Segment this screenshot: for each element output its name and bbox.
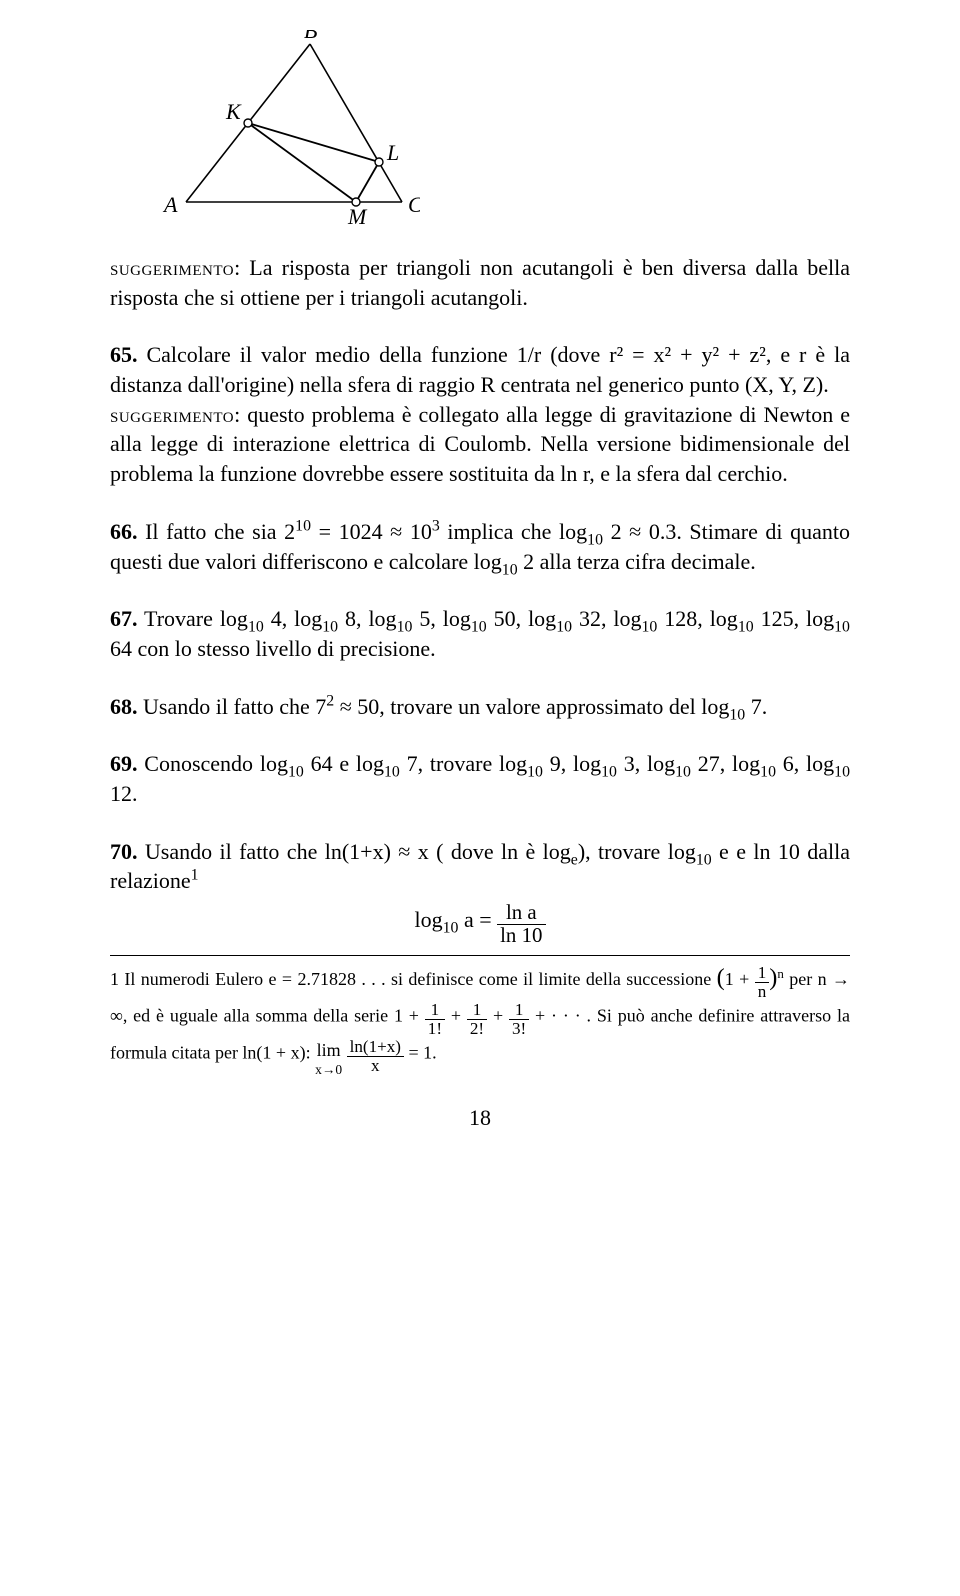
limit-expr: limx→0 ln(1+x)x <box>315 1043 404 1063</box>
problem-66: 66. Il fatto che sia 210 = 1024 ≈ 103 im… <box>110 517 850 576</box>
page-number: 18 <box>110 1105 850 1131</box>
svg-text:A: A <box>162 192 178 217</box>
problem-number: 65. <box>110 342 138 367</box>
svg-text:L: L <box>386 140 399 165</box>
svg-text:K: K <box>225 99 242 124</box>
problem-67: 67. Trovare log10 4, log10 8, log10 5, l… <box>110 604 850 663</box>
fraction-1-over-2f: 12! <box>467 1001 487 1038</box>
problem-65: 65. Calcolare il valor medio della funzi… <box>110 340 850 488</box>
problem-number: 67. <box>110 606 138 631</box>
footnote-rule <box>110 955 850 956</box>
hint-1: suggerimento: La risposta per triangoli … <box>110 253 850 312</box>
euler-limit-expr: (1 + 1n)n <box>717 969 784 989</box>
footnote: 1 Il numerodi Eulero e = 2.71828 . . . s… <box>110 962 850 1077</box>
hint-label: suggerimento <box>110 255 234 280</box>
fraction-1-over-1f: 11! <box>425 1001 445 1038</box>
problem-number: 68. <box>110 694 138 719</box>
equation: log10 a = ln aln 10 <box>110 902 850 947</box>
fraction: ln aln 10 <box>497 902 545 947</box>
fraction-1-over-n: 1n <box>755 964 770 1001</box>
triangle-svg: A B C M K L <box>150 30 420 230</box>
fraction-1-over-3f: 13! <box>509 1001 529 1038</box>
svg-text:B: B <box>304 30 317 43</box>
problem-70: 70. Usando il fatto che ln(1+x) ≈ x ( do… <box>110 837 850 947</box>
triangle-figure: A B C M K L <box>150 30 850 235</box>
svg-text:M: M <box>347 204 368 229</box>
svg-text:C: C <box>408 192 420 217</box>
hint-label-2: suggerimento <box>110 402 234 427</box>
problem-number: 70. <box>110 839 138 864</box>
problem-number: 69. <box>110 751 138 776</box>
problem-69: 69. Conoscendo log10 64 e log10 7, trova… <box>110 749 850 808</box>
page: A B C M K L suggerimento: La risposta per tri… <box>0 0 960 1596</box>
problem-number: 66. <box>110 519 138 544</box>
problem-68: 68. Usando il fatto che 72 ≈ 50, trovare… <box>110 692 850 722</box>
fraction-ln-over-x: ln(1+x)x <box>347 1038 404 1075</box>
